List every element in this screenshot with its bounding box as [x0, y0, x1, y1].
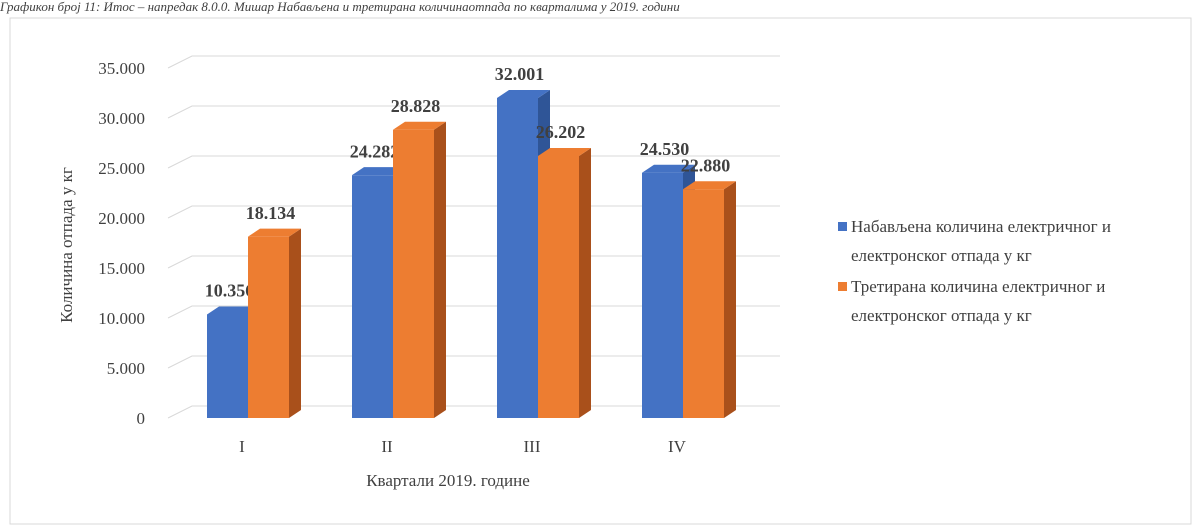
x-tick-label: II [381, 437, 393, 456]
bar-top [207, 306, 260, 315]
bar-top [497, 89, 550, 98]
x-tick-label: I [239, 437, 245, 456]
grid-line [167, 105, 780, 119]
bar [683, 189, 724, 418]
bar [393, 129, 434, 418]
grid-line [167, 55, 780, 69]
bar [248, 236, 289, 418]
bar-top [538, 147, 591, 156]
bar [352, 175, 393, 418]
data-label: 18.134 [246, 203, 296, 223]
y-tick-label: 5.000 [107, 359, 145, 378]
data-label: 10.356 [205, 281, 255, 301]
chart-border [9, 17, 1192, 525]
bar [642, 172, 683, 418]
data-label: 26.202 [536, 122, 586, 142]
y-tick-label: 15.000 [98, 259, 145, 278]
bar-top [642, 164, 695, 173]
bar [538, 155, 579, 419]
y-axis-title: Количина отпада у кг [57, 167, 76, 323]
legend-label: Набављена количина електричног и електро… [851, 217, 1111, 265]
legend-entry: Третирана количина електричног и електро… [838, 272, 1191, 330]
data-label: 28.828 [391, 96, 441, 116]
legend-label: Третирана количина електричног и електро… [851, 277, 1106, 325]
bar-side [724, 181, 736, 418]
data-label: 32.001 [495, 64, 545, 84]
x-tick-label: III [524, 437, 541, 456]
y-tick-label: 20.000 [98, 209, 145, 228]
y-tick-label: 35.000 [98, 59, 145, 78]
bar [497, 97, 538, 419]
bar-side [289, 228, 301, 418]
bar-top [393, 121, 446, 130]
legend-swatch [838, 282, 847, 291]
bar [207, 314, 248, 418]
x-tick-label: IV [668, 437, 687, 456]
bar-top [248, 228, 301, 237]
y-tick-label: 10.000 [98, 309, 145, 328]
legend-entry: Набављена количина електричног и електро… [838, 212, 1191, 270]
y-tick-label: 25.000 [98, 159, 145, 178]
x-axis-title: Квартали 2019. године [366, 471, 530, 490]
data-label: 24.282 [350, 141, 400, 161]
y-tick-label: 0 [137, 409, 146, 428]
legend-swatch [838, 222, 847, 231]
data-label: 24.530 [640, 139, 690, 159]
data-label: 22.880 [681, 155, 731, 175]
y-tick-label: 30.000 [98, 109, 145, 128]
bar-top [683, 181, 736, 190]
bar-top [352, 167, 405, 176]
bar-side [579, 147, 591, 419]
chart-title: Графикон број 11: Итос – напредак 8.0.0.… [0, 0, 680, 14]
bar-side [434, 121, 446, 418]
